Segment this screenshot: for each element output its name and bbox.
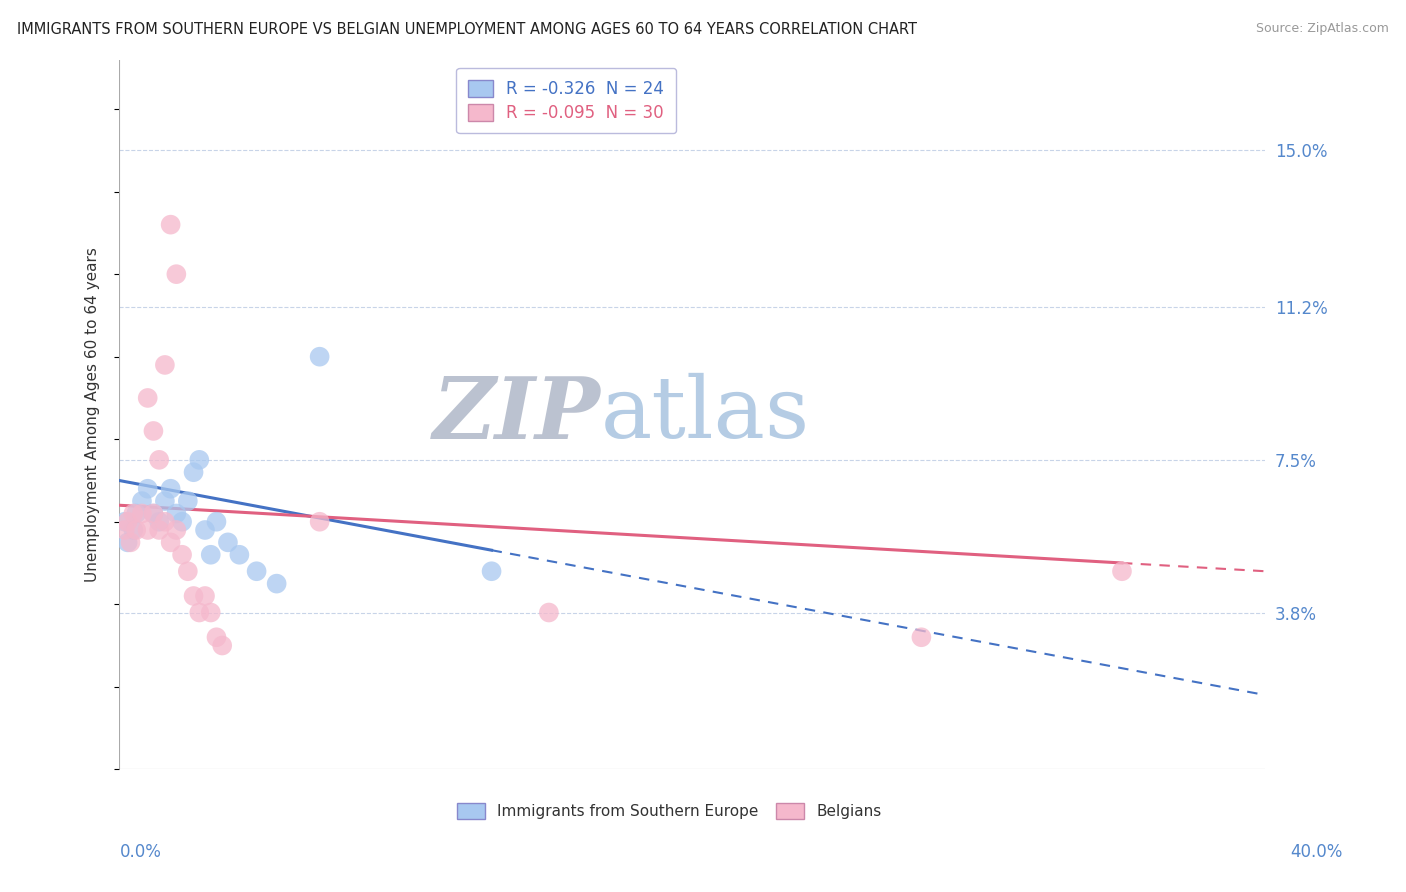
Point [172, 548, 194, 562]
Point [114, 515, 136, 529]
Point [1111, 564, 1133, 578]
Point [148, 453, 170, 467]
Point [194, 589, 217, 603]
Point [194, 523, 217, 537]
Point [188, 606, 211, 620]
Point [537, 606, 560, 620]
Point [266, 576, 288, 591]
Point [117, 515, 139, 529]
Point [125, 523, 148, 537]
Point [200, 548, 222, 562]
Point [136, 391, 159, 405]
Text: Source: ZipAtlas.com: Source: ZipAtlas.com [1256, 22, 1389, 36]
Point [165, 523, 187, 537]
Point [136, 523, 159, 537]
Point [159, 482, 181, 496]
Point [122, 523, 145, 537]
Point [217, 535, 239, 549]
Legend: Immigrants from Southern Europe, Belgians: Immigrants from Southern Europe, Belgian… [451, 797, 887, 825]
Point [153, 494, 176, 508]
Point [205, 515, 228, 529]
Text: ZIP: ZIP [433, 373, 600, 456]
Text: IMMIGRANTS FROM SOUTHERN EUROPE VS BELGIAN UNEMPLOYMENT AMONG AGES 60 TO 64 YEAR: IMMIGRANTS FROM SOUTHERN EUROPE VS BELGI… [17, 22, 917, 37]
Point [159, 535, 181, 549]
Point [131, 494, 153, 508]
Point [142, 507, 165, 521]
Point [177, 564, 200, 578]
Point [165, 267, 187, 281]
Point [245, 564, 267, 578]
Point [136, 482, 159, 496]
Point [183, 465, 205, 479]
Point [148, 523, 170, 537]
Point [159, 218, 181, 232]
Point [910, 630, 932, 644]
Point [117, 535, 139, 549]
Point [148, 515, 170, 529]
Point [188, 453, 211, 467]
Point [200, 606, 222, 620]
Point [153, 358, 176, 372]
Text: 40.0%: 40.0% [1291, 843, 1343, 861]
Point [205, 630, 228, 644]
Point [165, 507, 187, 521]
Text: atlas: atlas [600, 373, 810, 456]
Point [308, 515, 330, 529]
Text: 0.0%: 0.0% [120, 843, 162, 861]
Point [308, 350, 330, 364]
Point [183, 589, 205, 603]
Point [131, 507, 153, 521]
Point [172, 515, 194, 529]
Point [142, 507, 165, 521]
Point [228, 548, 250, 562]
Point [120, 535, 142, 549]
Point [211, 639, 233, 653]
Point [122, 507, 145, 521]
Point [153, 515, 176, 529]
Y-axis label: Unemployment Among Ages 60 to 64 years: Unemployment Among Ages 60 to 64 years [86, 247, 100, 582]
Point [142, 424, 165, 438]
Point [177, 494, 200, 508]
Point [481, 564, 503, 578]
Point [114, 523, 136, 537]
Point [125, 507, 148, 521]
